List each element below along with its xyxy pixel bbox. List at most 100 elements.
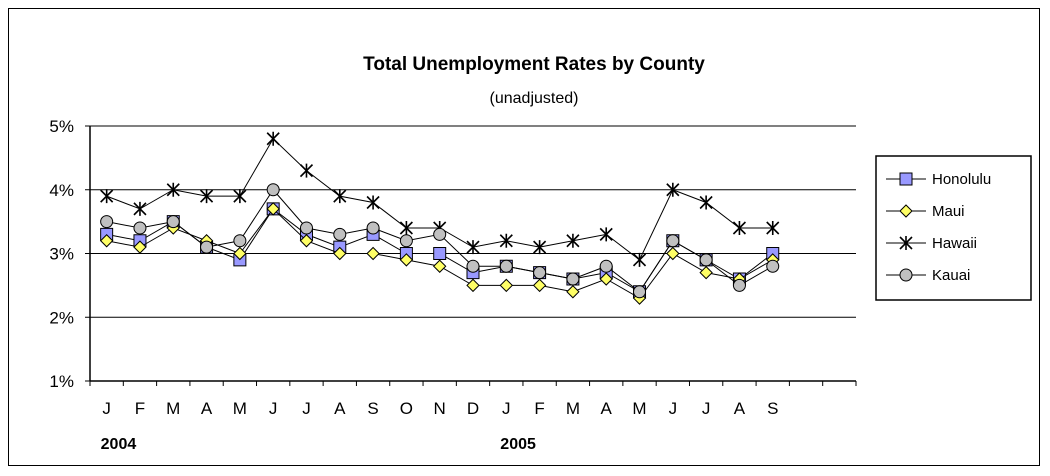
data-point-maui xyxy=(699,265,713,280)
year-label: 2004 xyxy=(101,436,137,453)
chart-subtitle: (unadjusted) xyxy=(490,90,579,107)
data-point-maui xyxy=(666,246,680,261)
x-tick-label: A xyxy=(734,399,746,418)
x-tick-label: D xyxy=(467,399,479,418)
x-tick-label: M xyxy=(566,399,580,418)
data-point-kauai xyxy=(466,259,480,273)
data-point-kauai xyxy=(133,221,147,235)
data-point-hawaii xyxy=(299,163,314,178)
data-point-kauai xyxy=(366,221,380,235)
data-point-hawaii xyxy=(199,189,214,204)
x-tick-label: F xyxy=(534,399,544,418)
data-point-maui xyxy=(399,253,414,267)
data-point-hawaii xyxy=(766,221,780,235)
data-point-kauai xyxy=(699,253,713,267)
data-point-maui xyxy=(599,272,613,286)
x-tick-label: J xyxy=(702,399,711,418)
data-point-hawaii xyxy=(133,201,147,216)
data-point-kauai xyxy=(166,215,180,229)
data-point-maui xyxy=(466,278,480,293)
x-tick-label: M xyxy=(166,399,180,418)
x-tick-label: S xyxy=(767,399,778,418)
y-tick-label: 5% xyxy=(49,117,74,136)
legend-marker-honolulu xyxy=(899,172,913,186)
legend-label-kauai: Kauai xyxy=(932,267,970,284)
data-point-hawaii xyxy=(566,233,580,248)
data-point-kauai xyxy=(633,285,647,299)
data-point-maui xyxy=(266,202,280,216)
legend-entry-kauai: Kauai xyxy=(886,267,970,284)
x-tick-label: J xyxy=(102,399,111,418)
data-point-hawaii xyxy=(466,240,480,255)
legend-label-maui: Maui xyxy=(932,203,965,220)
legend-entry-honolulu: Honolulu xyxy=(886,171,991,188)
y-tick-label: 2% xyxy=(49,308,74,327)
legend-entry-maui: Maui xyxy=(886,203,965,220)
data-point-kauai xyxy=(732,278,746,292)
series-hawaii xyxy=(100,131,780,267)
data-point-maui xyxy=(566,285,580,299)
data-point-hawaii xyxy=(699,195,713,210)
x-tick-label: A xyxy=(334,399,346,418)
data-point-honolulu xyxy=(433,247,447,260)
series-layer xyxy=(99,131,780,305)
x-tick-label: S xyxy=(367,399,378,418)
data-point-kauai xyxy=(299,221,313,235)
data-point-hawaii xyxy=(666,182,680,197)
legend-entry-hawaii: Hawaii xyxy=(886,235,977,252)
x-tick-label: A xyxy=(601,399,613,418)
data-point-hawaii xyxy=(533,240,547,255)
data-point-maui xyxy=(233,246,247,261)
x-tick-label: J xyxy=(302,399,311,418)
data-point-kauai xyxy=(200,240,214,254)
data-point-maui xyxy=(499,278,514,293)
legend-label-hawaii: Hawaii xyxy=(932,235,977,252)
data-point-kauai xyxy=(233,234,247,248)
x-tick-label: J xyxy=(502,399,511,418)
data-point-kauai xyxy=(100,215,114,229)
chart-area xyxy=(8,8,1040,466)
y-tick-label: 1% xyxy=(49,372,74,391)
data-point-kauai xyxy=(499,259,513,273)
legend-marker-hawaii xyxy=(899,236,913,250)
data-point-kauai xyxy=(399,234,413,248)
x-tick-label: O xyxy=(400,399,413,418)
data-point-kauai xyxy=(599,259,613,273)
data-point-kauai xyxy=(566,272,580,286)
data-point-maui xyxy=(432,259,447,273)
data-point-hawaii xyxy=(599,227,613,242)
data-point-hawaii xyxy=(632,252,647,267)
data-point-hawaii xyxy=(366,195,380,210)
x-tick-label: F xyxy=(135,399,145,418)
x-tick-label: M xyxy=(632,399,646,418)
data-point-kauai xyxy=(766,259,780,273)
y-tick-label: 3% xyxy=(49,245,74,264)
data-point-kauai xyxy=(333,227,347,241)
data-point-maui xyxy=(366,246,380,261)
legend-marker-maui xyxy=(899,204,913,218)
chart-title: Total Unemployment Rates by County xyxy=(363,54,705,75)
x-tick-label: J xyxy=(669,399,678,418)
data-point-hawaii xyxy=(100,189,114,204)
data-point-hawaii xyxy=(732,221,747,235)
data-point-hawaii xyxy=(399,221,413,235)
y-tick-label: 4% xyxy=(49,181,74,200)
data-point-kauai xyxy=(266,183,280,197)
data-point-maui xyxy=(333,246,347,261)
data-point-maui xyxy=(299,234,314,248)
data-point-hawaii xyxy=(233,189,247,204)
legend: Honolulu Maui Hawaii Kauai xyxy=(875,155,1032,301)
data-point-kauai xyxy=(666,234,680,248)
data-point-hawaii xyxy=(499,233,513,248)
legend-label-honolulu: Honolulu xyxy=(932,171,991,188)
series-kauai xyxy=(100,183,780,299)
data-point-hawaii xyxy=(166,182,180,197)
legend-marker-kauai xyxy=(899,268,913,282)
x-tick-label: N xyxy=(434,399,446,418)
data-point-hawaii xyxy=(333,189,347,204)
x-tick-label: A xyxy=(201,399,213,418)
year-label: 2005 xyxy=(500,436,536,453)
data-point-kauai xyxy=(533,266,547,280)
